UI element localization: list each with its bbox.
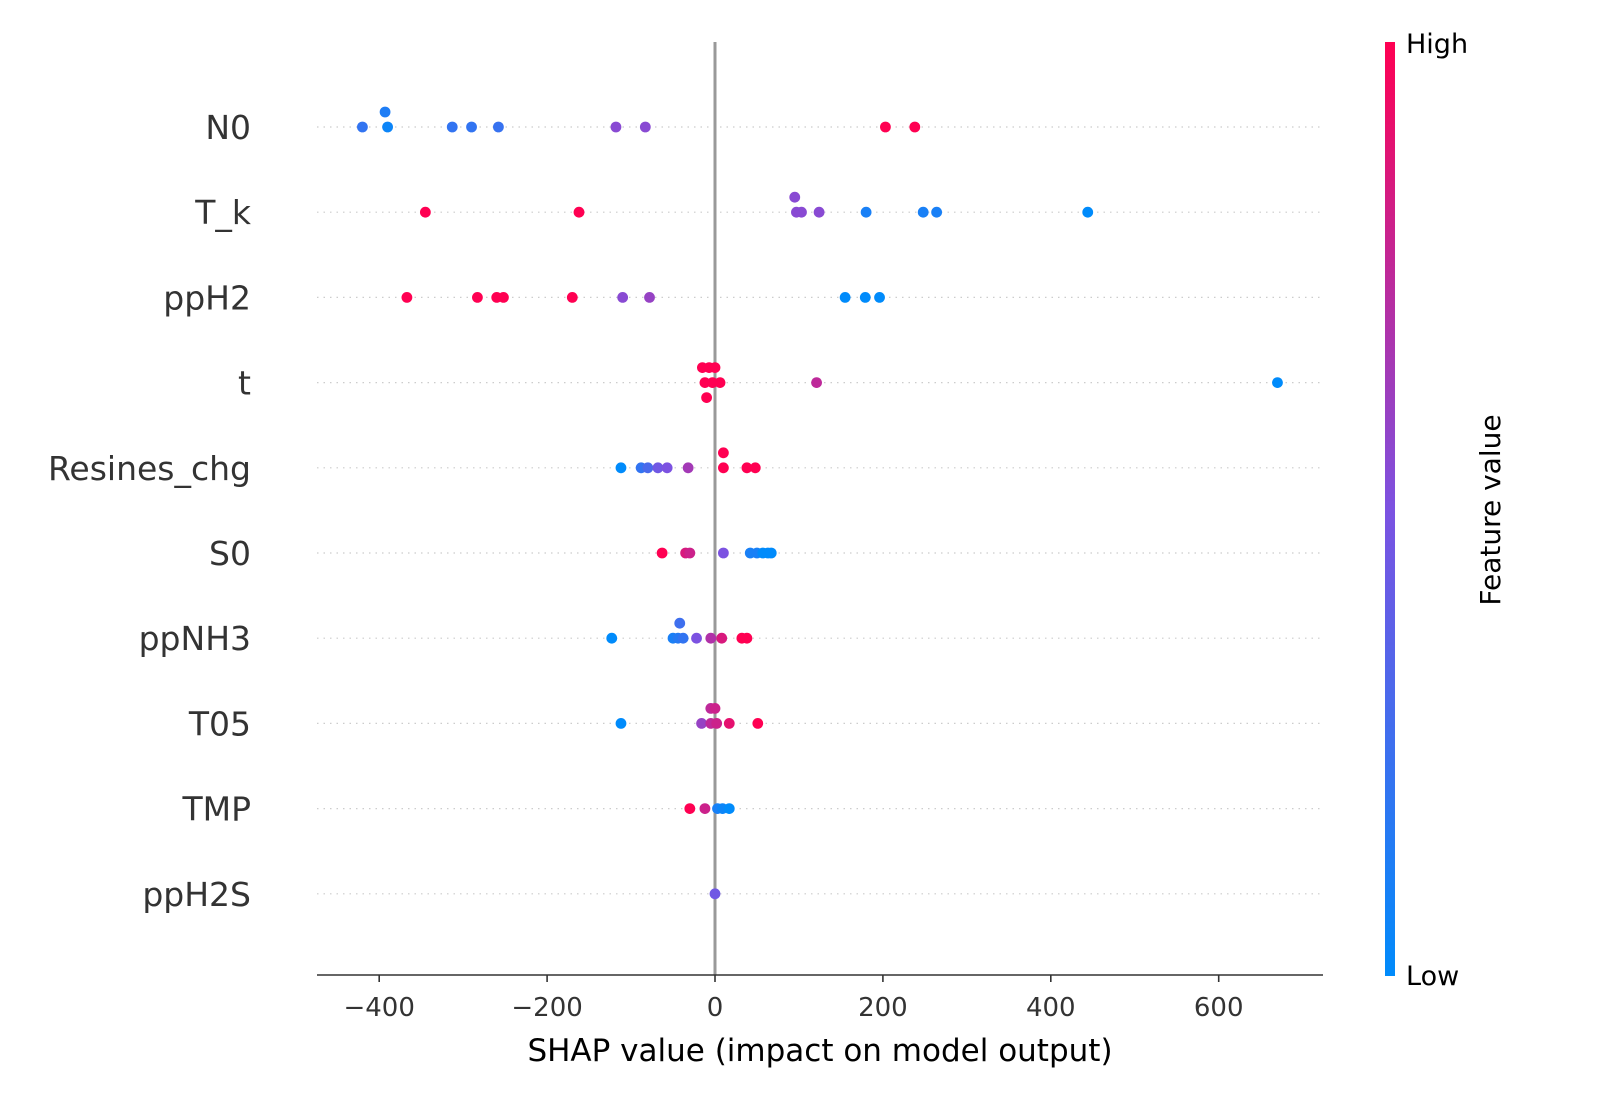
shap-point <box>661 462 673 474</box>
feature-label: T05 <box>188 704 251 743</box>
shap-point <box>379 106 391 118</box>
feature-label: ppH2S <box>142 875 251 914</box>
shap-point <box>382 121 393 133</box>
feature-label: ppNH3 <box>139 619 251 658</box>
feature-label: N0 <box>205 108 251 147</box>
shap-point <box>701 392 713 403</box>
shap-point <box>811 377 822 388</box>
shap-point <box>723 718 735 729</box>
shap-point <box>813 206 825 218</box>
shap-point <box>401 292 413 303</box>
shap-point <box>705 632 717 644</box>
shap-point <box>716 632 728 644</box>
shap-point <box>684 547 696 559</box>
x-axis-title: SHAP value (impact on model output) <box>527 1033 1112 1069</box>
shap-point <box>615 462 627 474</box>
shap-point <box>1272 377 1283 388</box>
shap-point <box>752 718 764 729</box>
shap-point <box>711 718 723 729</box>
shap-point <box>917 206 929 218</box>
shap-point <box>723 803 735 814</box>
shap-point <box>874 292 885 303</box>
feature-label: Resines_chg <box>48 449 251 488</box>
shap-point <box>617 292 629 303</box>
shap-point <box>741 632 753 644</box>
colorbar-high-label: High <box>1406 29 1468 60</box>
shap-point <box>699 803 711 814</box>
shap-point <box>931 206 943 218</box>
shap-point <box>615 718 627 729</box>
shap-point <box>446 121 458 133</box>
x-tick-label: 0 <box>707 993 724 1023</box>
shap-point <box>696 718 707 729</box>
shap-point <box>741 462 753 474</box>
shap-point <box>859 292 871 303</box>
shap-point <box>717 447 729 459</box>
shap-point <box>674 617 686 629</box>
shap-point <box>1082 206 1094 218</box>
shap-point <box>691 632 702 644</box>
feature-labels: N0 T_k ppH2 t Resines_chg S0 ppNH3 T05 TMP ppH2S <box>48 108 252 914</box>
feature-label: TMP <box>181 790 251 829</box>
feature-label: T_k <box>194 193 252 232</box>
shap-point <box>839 292 851 303</box>
shap-point <box>860 206 872 218</box>
shap-point <box>566 292 578 303</box>
shap-point <box>639 121 651 133</box>
shap-point <box>714 377 726 388</box>
feature-label: ppH2 <box>163 278 251 317</box>
shap-point <box>789 191 801 203</box>
shap-point <box>610 121 622 133</box>
shap-point <box>493 121 504 133</box>
shap-point <box>717 547 729 559</box>
feature-label: t <box>238 364 251 403</box>
shap-point <box>466 121 477 133</box>
shap-point <box>717 462 729 474</box>
shap-point <box>709 703 721 714</box>
shap-point <box>606 632 618 644</box>
shap-point <box>642 462 654 474</box>
colorbar-title: Feature value <box>1474 414 1507 605</box>
colorbar-low-label: Low <box>1406 961 1459 992</box>
shap-point <box>765 547 777 559</box>
x-tick-label: 400 <box>1026 993 1076 1023</box>
shap-point <box>796 206 807 218</box>
shap-point <box>709 888 721 900</box>
shap-point <box>419 206 431 218</box>
x-tick-label: 200 <box>858 993 908 1023</box>
feature-gridlines <box>317 126 1323 895</box>
shap-point <box>656 547 668 559</box>
data-points <box>357 106 1283 900</box>
shap-point <box>707 377 718 388</box>
shap-point <box>709 362 721 373</box>
colorbar <box>1385 42 1395 976</box>
feature-label: S0 <box>209 534 251 573</box>
shap-point <box>684 803 696 814</box>
x-tick-label: 600 <box>1194 993 1244 1023</box>
shap-point <box>682 462 694 474</box>
shap-point <box>357 121 368 133</box>
shap-point <box>652 462 664 474</box>
shap-point <box>573 206 585 218</box>
shap-point <box>498 292 509 303</box>
shap-point <box>677 632 689 644</box>
shap-point <box>699 377 711 388</box>
shap-point <box>644 292 655 303</box>
shap-point <box>880 121 891 133</box>
shap-point <box>909 121 921 133</box>
x-tick-label: −400 <box>343 993 414 1023</box>
shap-point <box>749 462 761 474</box>
x-tick-label: −200 <box>511 993 582 1023</box>
shap-point <box>472 292 483 303</box>
x-axis-ticks: −400 −200 0 200 400 600 <box>343 975 1244 1023</box>
